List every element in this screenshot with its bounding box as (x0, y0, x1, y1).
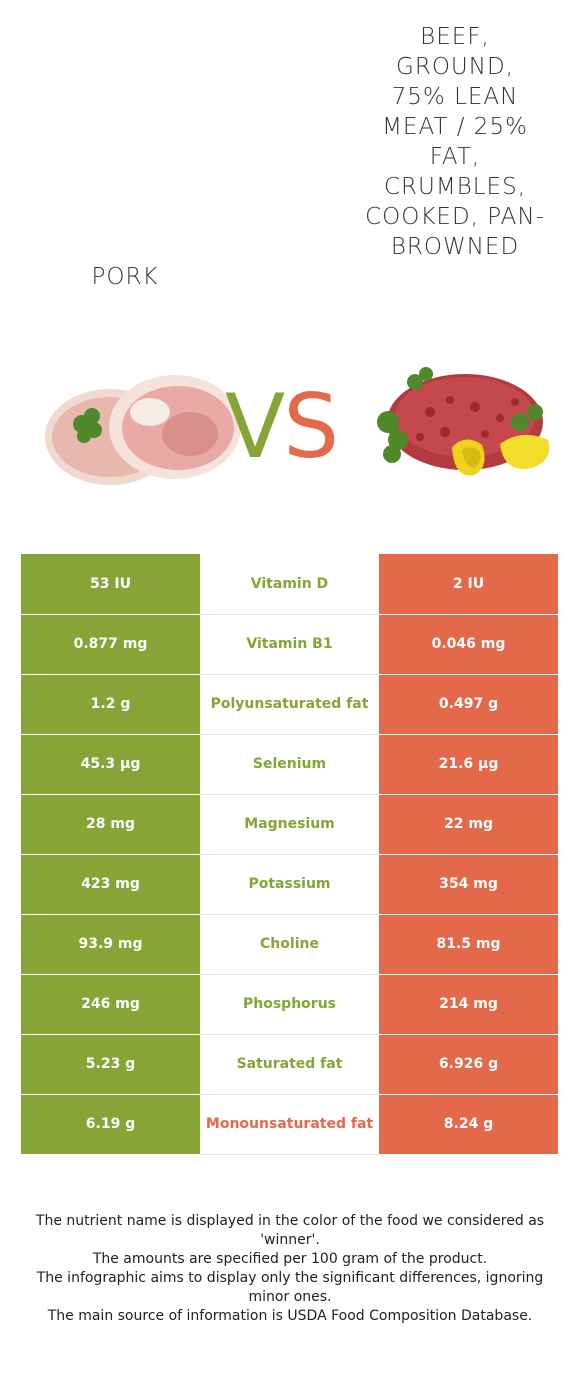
left-value: 45.3 µg (21, 734, 200, 795)
right-value: 6.926 g (379, 1034, 558, 1095)
vs-letter-v: V (225, 375, 285, 478)
footer-line: The main source of information is USDA F… (47, 1308, 533, 1324)
table-row: 53 IU Vitamin D 2 IU (21, 554, 558, 615)
right-value: 22 mg (379, 794, 558, 855)
vs-label: VS (225, 382, 339, 472)
beef-image (377, 367, 550, 476)
left-value: 0.877 mg (21, 614, 200, 675)
left-value: 423 mg (21, 854, 200, 915)
table-row: 246 mg Phosphorus 214 mg (21, 974, 558, 1035)
footer-notes: The nutrient name is displayed in the co… (20, 1212, 560, 1326)
footer-line: The amounts are specified per 100 gram o… (92, 1251, 488, 1267)
left-value: 53 IU (21, 554, 200, 615)
nutrient-name: Phosphorus (200, 974, 379, 1035)
header: Pork Beef, ground, 75% lean meat / 25% f… (0, 0, 580, 300)
table-row: 28 mg Magnesium 22 mg (21, 794, 558, 855)
table-row: 1.2 g Polyunsaturated fat 0.497 g (21, 674, 558, 735)
left-value: 6.19 g (21, 1094, 200, 1155)
right-value: 0.046 mg (379, 614, 558, 675)
nutrient-name: Selenium (200, 734, 379, 795)
comparison-table: 53 IU Vitamin D 2 IU 0.877 mg Vitamin B1… (21, 554, 558, 1155)
nutrient-name: Vitamin D (200, 554, 379, 615)
hero-illustration (45, 367, 550, 485)
nutrient-name: Choline (200, 914, 379, 975)
nutrient-name: Saturated fat (200, 1034, 379, 1095)
right-value: 0.497 g (379, 674, 558, 735)
left-value: 246 mg (21, 974, 200, 1035)
left-value: 28 mg (21, 794, 200, 855)
nutrient-name: Potassium (200, 854, 379, 915)
footer-line: The nutrient name is displayed in the co… (35, 1213, 545, 1248)
nutrient-name: Monounsaturated fat (200, 1094, 379, 1155)
left-value: 5.23 g (21, 1034, 200, 1095)
left-value: 93.9 mg (21, 914, 200, 975)
table-row: 6.19 g Monounsaturated fat 8.24 g (21, 1094, 558, 1155)
table-row: 93.9 mg Choline 81.5 mg (21, 914, 558, 975)
pork-image (45, 375, 241, 485)
right-value: 8.24 g (379, 1094, 558, 1155)
footer-line: The infographic aims to display only the… (36, 1270, 544, 1305)
right-value: 81.5 mg (379, 914, 558, 975)
table-row: 0.877 mg Vitamin B1 0.046 mg (21, 614, 558, 675)
right-value: 21.6 µg (379, 734, 558, 795)
right-value: 354 mg (379, 854, 558, 915)
table-row: 45.3 µg Selenium 21.6 µg (21, 734, 558, 795)
nutrient-name: Magnesium (200, 794, 379, 855)
left-value: 1.2 g (21, 674, 200, 735)
nutrient-name: Polyunsaturated fat (200, 674, 379, 735)
table-row: 423 mg Potassium 354 mg (21, 854, 558, 915)
vs-letter-s: S (283, 375, 339, 478)
right-value: 2 IU (379, 554, 558, 615)
table-row: 5.23 g Saturated fat 6.926 g (21, 1034, 558, 1095)
right-value: 214 mg (379, 974, 558, 1035)
nutrient-name: Vitamin B1 (200, 614, 379, 675)
left-food-title: Pork (91, 264, 159, 290)
right-food-title: Beef, ground, 75% lean meat / 25% fat, c… (365, 24, 545, 260)
